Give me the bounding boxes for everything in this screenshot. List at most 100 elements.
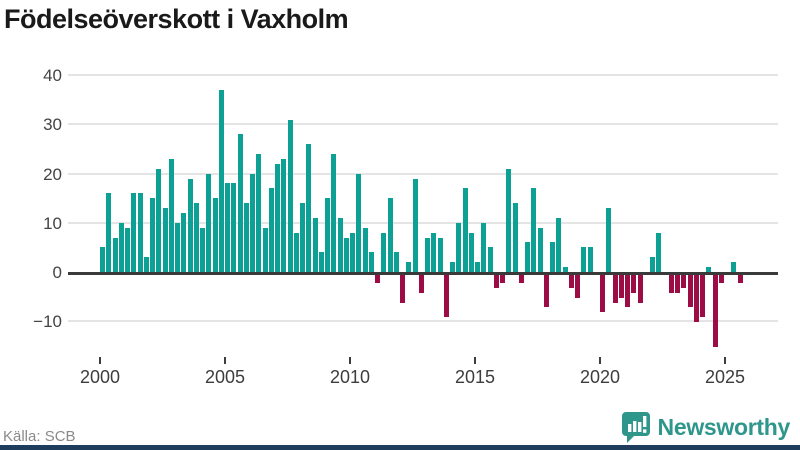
bar-2005-Q1[interactable]: [225, 183, 230, 272]
bar-2008-Q2[interactable]: [306, 144, 312, 272]
bar-2011-Q2[interactable]: [381, 232, 387, 272]
bar-2013-Q3[interactable]: [437, 237, 443, 272]
bar-2022-Q1[interactable]: [650, 257, 655, 272]
bar-2021-Q1[interactable]: [625, 274, 630, 308]
bar-2010-Q2[interactable]: [356, 173, 362, 272]
bar-2004-Q3[interactable]: [212, 198, 218, 272]
bar-2000-Q4[interactable]: [118, 222, 124, 272]
bar-2024-Q1[interactable]: [700, 274, 705, 318]
bar-2016-Q3[interactable]: [512, 203, 518, 272]
bar-2008-Q1[interactable]: [300, 203, 305, 272]
bar-2016-Q2[interactable]: [506, 168, 512, 272]
bar-2004-Q1[interactable]: [200, 227, 205, 272]
bar-2012-Q4[interactable]: [418, 274, 424, 293]
bar-2018-Q3[interactable]: [562, 267, 568, 272]
bar-2014-Q2[interactable]: [456, 222, 462, 272]
bar-2019-Q3[interactable]: [587, 247, 593, 272]
bar-2010-Q1[interactable]: [350, 232, 355, 272]
bar-2023-Q4[interactable]: [693, 274, 699, 323]
bar-2010-Q3[interactable]: [362, 227, 368, 272]
bar-2015-Q4[interactable]: [493, 274, 499, 288]
bar-2014-Q3[interactable]: [462, 188, 468, 272]
bar-2023-Q3[interactable]: [687, 274, 693, 308]
bar-2023-Q2[interactable]: [681, 274, 687, 288]
bar-2011-Q3[interactable]: [387, 198, 393, 272]
bar-2001-Q1[interactable]: [125, 227, 130, 272]
bar-2020-Q3[interactable]: [612, 274, 618, 303]
bar-2014-Q4[interactable]: [468, 232, 474, 272]
bar-2025-Q3[interactable]: [737, 274, 743, 283]
bar-2000-Q2[interactable]: [106, 193, 112, 272]
bar-2015-Q2[interactable]: [481, 222, 487, 272]
bar-2008-Q4[interactable]: [318, 252, 324, 272]
bar-2017-Q2[interactable]: [531, 188, 537, 272]
bar-2023-Q1[interactable]: [675, 274, 680, 293]
bar-2017-Q1[interactable]: [525, 242, 530, 272]
bar-2012-Q1[interactable]: [400, 274, 405, 303]
bar-2024-Q4[interactable]: [718, 274, 724, 283]
bar-2003-Q3[interactable]: [187, 178, 193, 272]
bar-2002-Q4[interactable]: [168, 158, 174, 272]
bar-2006-Q4[interactable]: [268, 188, 274, 272]
bar-2024-Q3[interactable]: [712, 274, 718, 347]
bar-2013-Q2[interactable]: [431, 232, 437, 272]
bar-2022-Q4[interactable]: [668, 274, 674, 293]
bar-2005-Q4[interactable]: [243, 203, 249, 272]
bar-2020-Q1[interactable]: [600, 274, 605, 313]
bar-2001-Q2[interactable]: [131, 193, 137, 272]
bar-2016-Q4[interactable]: [518, 274, 524, 283]
bar-2020-Q2[interactable]: [606, 208, 612, 272]
bar-2003-Q4[interactable]: [193, 203, 199, 272]
bar-2007-Q1[interactable]: [275, 163, 280, 272]
bar-2002-Q2[interactable]: [156, 168, 162, 272]
bar-2018-Q2[interactable]: [556, 217, 562, 272]
bar-2016-Q1[interactable]: [500, 274, 505, 283]
bar-2019-Q1[interactable]: [575, 274, 580, 298]
bar-2000-Q3[interactable]: [112, 237, 118, 272]
newsworthy-logo[interactable]: Newsworthy: [621, 411, 790, 444]
bar-2005-Q3[interactable]: [237, 134, 243, 272]
bar-2009-Q1[interactable]: [325, 198, 330, 272]
bar-2003-Q2[interactable]: [181, 212, 187, 272]
bar-2007-Q2[interactable]: [281, 158, 287, 272]
bar-2001-Q4[interactable]: [143, 257, 149, 272]
bar-2013-Q4[interactable]: [443, 274, 449, 318]
bar-2018-Q1[interactable]: [550, 242, 555, 272]
bar-2015-Q1[interactable]: [475, 262, 480, 272]
bar-2007-Q3[interactable]: [287, 119, 293, 272]
bar-2004-Q2[interactable]: [206, 173, 212, 272]
bar-2007-Q4[interactable]: [293, 232, 299, 272]
bar-2004-Q4[interactable]: [218, 90, 224, 272]
bar-2006-Q1[interactable]: [250, 173, 255, 272]
bar-2024-Q2[interactable]: [706, 267, 712, 272]
bar-2012-Q2[interactable]: [406, 262, 412, 272]
bar-2017-Q3[interactable]: [537, 227, 543, 272]
bar-2009-Q3[interactable]: [337, 217, 343, 272]
bar-2015-Q3[interactable]: [487, 247, 493, 272]
bar-2005-Q2[interactable]: [231, 183, 237, 272]
bar-2002-Q3[interactable]: [162, 208, 168, 272]
bar-2014-Q1[interactable]: [450, 262, 455, 272]
bar-2002-Q1[interactable]: [150, 198, 155, 272]
bar-2009-Q4[interactable]: [343, 237, 349, 272]
bar-2001-Q3[interactable]: [137, 193, 143, 272]
bar-2003-Q1[interactable]: [175, 222, 180, 272]
bar-2018-Q4[interactable]: [568, 274, 574, 288]
bar-2009-Q2[interactable]: [331, 153, 337, 272]
bar-2011-Q4[interactable]: [393, 252, 399, 272]
bar-2012-Q3[interactable]: [412, 178, 418, 272]
bar-2025-Q2[interactable]: [731, 262, 737, 272]
bar-2013-Q1[interactable]: [425, 237, 430, 272]
bar-2020-Q4[interactable]: [618, 274, 624, 298]
bar-2017-Q4[interactable]: [543, 274, 549, 308]
bar-2019-Q2[interactable]: [581, 247, 587, 272]
bar-2021-Q2[interactable]: [631, 274, 637, 293]
bar-2008-Q3[interactable]: [312, 217, 318, 272]
bar-2011-Q1[interactable]: [375, 274, 380, 283]
bar-2022-Q2[interactable]: [656, 232, 662, 272]
bar-2006-Q2[interactable]: [256, 153, 262, 272]
bar-2000-Q1[interactable]: [100, 247, 105, 272]
bar-2010-Q4[interactable]: [368, 252, 374, 272]
bar-2021-Q3[interactable]: [637, 274, 643, 303]
bar-2006-Q3[interactable]: [262, 227, 268, 272]
